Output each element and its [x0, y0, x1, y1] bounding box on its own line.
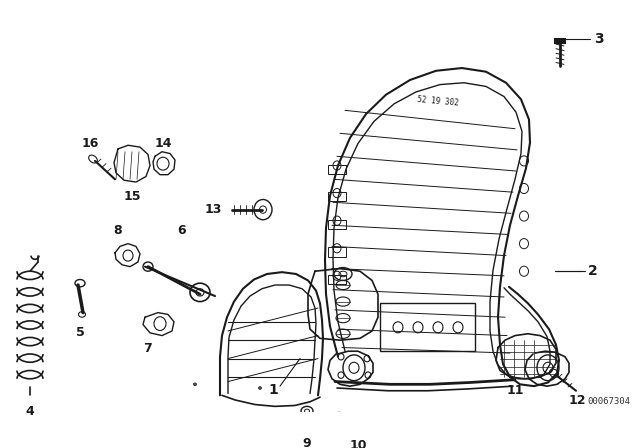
Text: 11: 11: [506, 384, 524, 397]
Text: 16: 16: [81, 137, 99, 150]
Text: 3: 3: [594, 32, 604, 46]
Bar: [328, 164, 346, 174]
Bar: [380, 303, 475, 351]
Text: 5: 5: [76, 327, 84, 340]
Bar: [328, 220, 346, 229]
Bar: [555, 39, 565, 43]
Bar: [328, 275, 346, 284]
Text: 10: 10: [349, 439, 367, 448]
Text: 12: 12: [568, 393, 586, 406]
Text: 8: 8: [114, 224, 122, 237]
Text: 14: 14: [154, 137, 172, 150]
Text: 4: 4: [26, 405, 35, 418]
Text: 7: 7: [143, 342, 152, 355]
Text: 1: 1: [268, 383, 278, 397]
Text: 6: 6: [178, 224, 186, 237]
Bar: [328, 192, 346, 201]
Text: 52 19 302: 52 19 302: [417, 95, 459, 108]
Text: 15: 15: [124, 190, 141, 203]
Ellipse shape: [259, 387, 262, 389]
Text: 2: 2: [588, 264, 598, 278]
Ellipse shape: [193, 383, 196, 386]
Bar: [328, 247, 346, 257]
Text: 13: 13: [205, 203, 222, 216]
Text: 00067304: 00067304: [587, 397, 630, 406]
Text: 9: 9: [303, 437, 311, 448]
